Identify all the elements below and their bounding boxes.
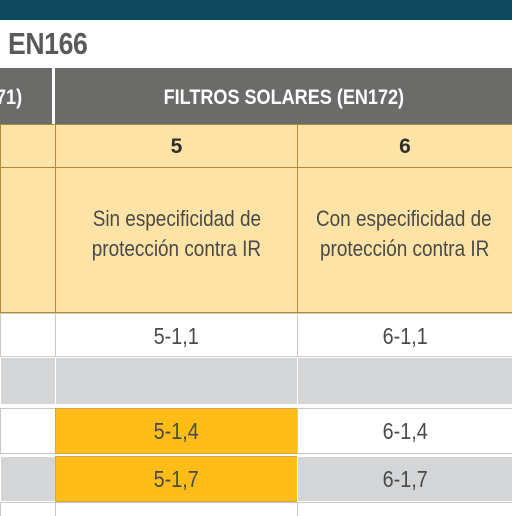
- table-row-1-col5: 5-1,1: [55, 313, 298, 357]
- row-4-col6-value: 6-1,7: [382, 466, 428, 492]
- row-4-col5-value: 5-1,7: [153, 466, 200, 492]
- table-row-5-col5: [55, 502, 298, 516]
- table-row-4-col5: 5-1,7: [55, 456, 298, 502]
- col-6-description: Con especificidad de protección contra I…: [297, 167, 512, 313]
- table-row-1-left: [0, 313, 56, 357]
- row-1-col6-value: 6-1,1: [382, 323, 428, 349]
- header-solar-filters-label: FILTROS SOLARES (EN172): [163, 86, 404, 109]
- col-5-number: 5: [55, 124, 298, 168]
- col-6-desc-line1: Con especificidad de: [316, 206, 492, 231]
- header-left-fragment: 71): [0, 68, 52, 124]
- row-3-col5-value: 5-1,4: [153, 418, 200, 444]
- table-row-5-col6: [297, 502, 512, 516]
- col-5-desc-line1: Sin especificidad de: [92, 206, 261, 231]
- col-5-description: Sin especificidad de protección contra I…: [55, 167, 298, 313]
- table-row-2-col6: [297, 357, 512, 405]
- table-row-3-col5: 5-1,4: [55, 408, 298, 454]
- col-5-desc-line2: protección contra IR: [91, 236, 262, 261]
- desc-left-cell: [0, 167, 56, 313]
- table-row-2-left: [0, 357, 56, 405]
- row-3-col6-value: 6-1,4: [382, 418, 428, 444]
- table-row-4-left: [0, 456, 56, 502]
- top-bar: [0, 0, 512, 20]
- col-6-number: 6: [297, 124, 512, 168]
- header-solar-filters: FILTROS SOLARES (EN172): [55, 68, 512, 124]
- col-6-desc-line2: protección contra IR: [320, 236, 490, 261]
- table-row-5-left: [0, 502, 56, 516]
- row-1-col5-value: 5-1,1: [153, 323, 200, 349]
- table-row-3-left: [0, 408, 56, 454]
- table-row-3-col6: 6-1,4: [297, 408, 512, 454]
- header-left-label: 71): [0, 86, 23, 109]
- page-title: EN166: [8, 26, 88, 61]
- table-row-1-col6: 6-1,1: [297, 313, 512, 357]
- table-row-4-col6: 6-1,7: [297, 456, 512, 502]
- col-left-number-cell: [0, 124, 56, 168]
- table-row-2-col5: [55, 357, 298, 405]
